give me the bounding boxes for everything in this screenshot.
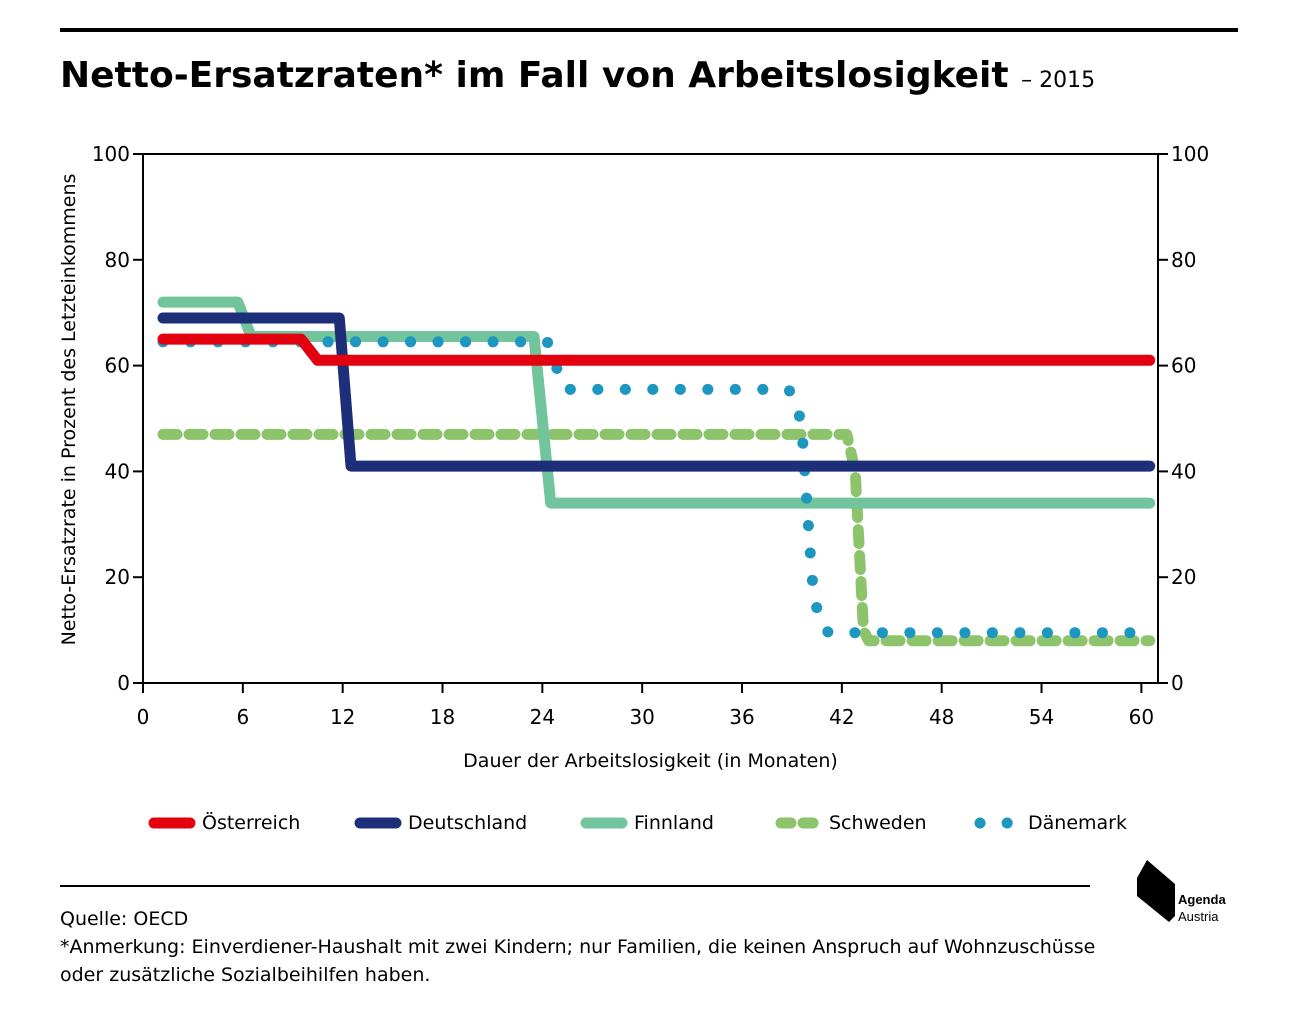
y-tick-label-left: 0 (117, 671, 130, 695)
x-tick-label: 48 (929, 705, 954, 729)
source-text: Quelle: OECD (60, 908, 189, 930)
legend-item: Schweden (775, 808, 927, 838)
y-tick-label-left: 60 (105, 354, 130, 378)
legend-swatch (775, 817, 823, 829)
legend-label: Schweden (829, 812, 927, 834)
x-tick-label: 0 (137, 705, 150, 729)
y-tick-label-left: 40 (105, 459, 130, 483)
y-tick-label-right: 0 (1171, 671, 1184, 695)
y-tick-label-right: 100 (1171, 142, 1209, 166)
bottom-rule (60, 885, 1090, 887)
y-tick-label-left: 20 (105, 565, 130, 589)
chart-title: Netto-Ersatzraten* im Fall von Arbeitslo… (60, 52, 1095, 105)
legend: Österreich Deutschland Finnland Schweden Dän… (148, 808, 1198, 838)
legend-label: Österreich (202, 812, 301, 834)
y-tick-label-left: 100 (92, 142, 130, 166)
top-rule (60, 28, 1238, 32)
series-line-österreich (157, 333, 1156, 366)
agenda-austria-logo: Agenda Austria (1135, 858, 1245, 928)
logo-text-line2: Austria (1178, 909, 1219, 924)
y-axis-title: Netto-Ersatzrate in Prozent des Letztein… (58, 174, 80, 646)
x-axis-title: Dauer der Arbeitslosigkeit (in Monaten) (463, 750, 838, 772)
series-line-finnland (157, 296, 1156, 509)
series-line-deutschland (157, 312, 1156, 472)
x-tick-label: 18 (430, 705, 455, 729)
x-tick-label: 36 (729, 705, 754, 729)
x-tick-label: 6 (236, 705, 249, 729)
x-tick-label: 60 (1129, 705, 1154, 729)
chart-title-year: – 2015 (1021, 68, 1096, 93)
legend-label: Finnland (634, 812, 714, 834)
legend-swatch (974, 817, 1022, 829)
chart-title-main: Netto-Ersatzraten* im Fall von Arbeitslo… (60, 55, 1009, 96)
legend-swatch (354, 817, 402, 829)
x-tick-label: 54 (1029, 705, 1054, 729)
legend-swatch (148, 817, 196, 829)
y-tick-label-left: 80 (105, 248, 130, 272)
logo-text-line1: Agenda (1178, 892, 1226, 907)
x-tick-label: 42 (829, 705, 854, 729)
footnote-text: *Anmerkung: Einverdiener-Haushalt mit zw… (60, 936, 1096, 986)
series-line-schweden (157, 428, 1156, 647)
plot-frame (142, 153, 1159, 684)
legend-label: Deutschland (408, 812, 528, 834)
x-tick-label: 24 (530, 705, 555, 729)
legend-item: Dänemark (974, 808, 1127, 838)
legend-label: Dänemark (1028, 812, 1127, 834)
series-line-dänemark (157, 336, 1156, 639)
x-tick-label: 12 (330, 705, 355, 729)
logo-mark-icon (1137, 860, 1175, 922)
y-tick-label-right: 40 (1171, 459, 1196, 483)
legend-item: Finnland (580, 808, 714, 838)
legend-item: Österreich (148, 808, 300, 838)
y-tick-label-right: 20 (1171, 565, 1196, 589)
y-tick-label-right: 80 (1171, 248, 1196, 272)
legend-item: Deutschland (354, 808, 527, 838)
x-tick-label: 30 (629, 705, 654, 729)
legend-swatch (580, 817, 628, 829)
y-tick-label-right: 60 (1171, 354, 1196, 378)
